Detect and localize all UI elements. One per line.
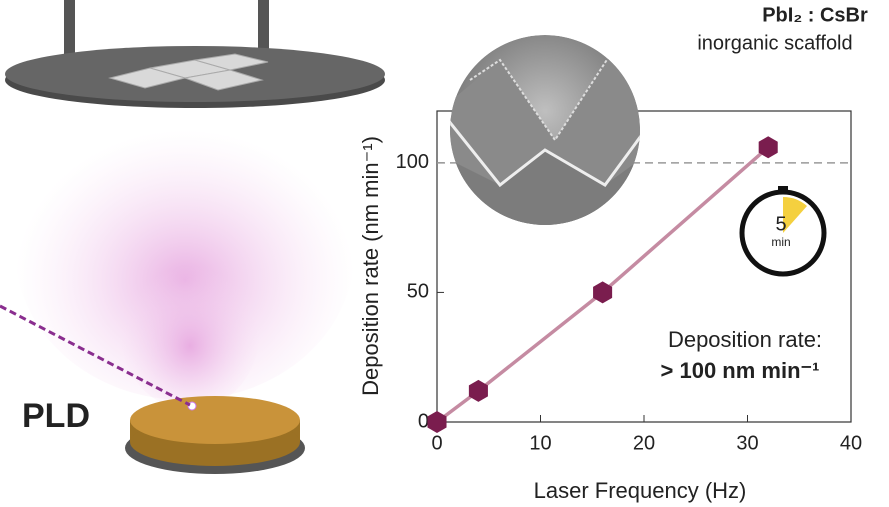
- data-point: [427, 411, 447, 433]
- title: PbI₂ : CsBr: [762, 4, 868, 26]
- timer-unit: min: [771, 235, 790, 249]
- plot: 0 50 100 0 10 20 30 40: [396, 110, 862, 454]
- setup-label: PLD: [22, 397, 90, 435]
- y-tick-label: 100: [396, 151, 429, 173]
- data-line: [435, 145, 770, 424]
- subtitle: inorganic scaffold: [697, 32, 852, 54]
- x-tick-label: 10: [529, 432, 551, 454]
- timer-number: 5: [775, 213, 786, 235]
- data-point: [468, 379, 488, 402]
- rod: [64, 0, 75, 68]
- annotation: > 100 nm min⁻¹: [661, 358, 820, 383]
- sem-inset: [450, 35, 640, 225]
- plume-core: [120, 250, 260, 410]
- annotation: Deposition rate:: [668, 327, 822, 352]
- y-axis-label: Deposition rate (nm min⁻¹): [358, 136, 383, 396]
- x-tick-label: 30: [736, 432, 758, 454]
- substrates: [108, 53, 269, 91]
- x-tick-label: 40: [840, 432, 862, 454]
- data-point: [758, 136, 778, 159]
- data-point: [593, 281, 613, 304]
- plume: [15, 100, 355, 400]
- target: [130, 396, 300, 444]
- y-tick-label: 50: [407, 281, 429, 303]
- x-axis-label: Laser Frequency (Hz): [534, 478, 747, 503]
- timer-icon: 5 min: [739, 186, 827, 277]
- x-tick-label: 20: [633, 432, 655, 454]
- rod: [258, 0, 269, 55]
- x-tick-label: 0: [431, 432, 442, 454]
- y-tick-label: 0: [418, 410, 429, 432]
- laser-beam: [0, 304, 191, 407]
- pld-illustration: PLD: [0, 0, 385, 474]
